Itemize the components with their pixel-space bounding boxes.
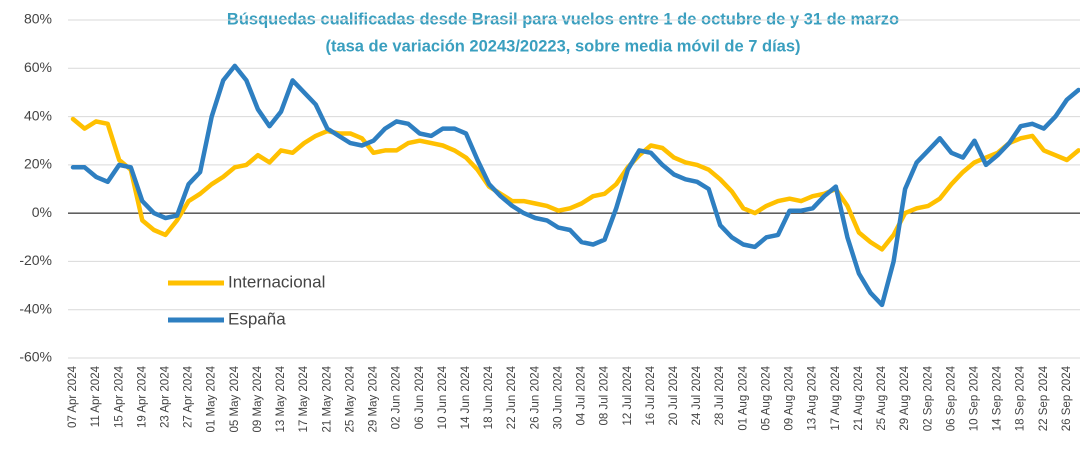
x-tick-label: 10 Sep 2024 [969, 365, 981, 431]
chart-title: Búsquedas cualificadas desde Brasil para… [227, 10, 899, 28]
y-tick-label: 20% [24, 156, 52, 172]
x-tick-label: 14 Sep 2024 [992, 365, 1004, 431]
x-tick-label: 14 Jun 2024 [460, 365, 472, 429]
x-tick-label: 26 Sep 2024 [1061, 365, 1073, 431]
x-tick-label: 25 May 2024 [344, 365, 356, 432]
x-tick-label: 01 May 2024 [206, 365, 218, 432]
x-tick-label: 08 Jul 2024 [599, 365, 611, 425]
x-tick-label: 30 Jun 2024 [552, 365, 564, 429]
series-line [70, 116, 1080, 252]
x-tick-label: 18 Jun 2024 [483, 365, 495, 429]
x-tick-label: 13 Aug 2024 [807, 365, 819, 430]
x-tick-label: 23 Apr 2024 [159, 365, 171, 428]
x-tick-label: 06 Sep 2024 [945, 365, 957, 431]
y-tick-label: 40% [24, 107, 52, 123]
x-tick-label: 21 Aug 2024 [853, 365, 865, 430]
x-tick-label: 27 Apr 2024 [183, 365, 195, 428]
x-tick-label: 01 Aug 2024 [737, 365, 749, 430]
x-tick-label: 09 May 2024 [252, 365, 264, 432]
x-tick-label: 25 Aug 2024 [876, 365, 888, 430]
x-tick-label: 07 Apr 2024 [67, 365, 79, 428]
x-tick-label: 24 Jul 2024 [691, 365, 703, 425]
y-tick-label: -20% [19, 252, 52, 268]
y-tick-label: 0% [32, 204, 52, 220]
x-tick-label: 11 Apr 2024 [90, 365, 102, 427]
x-tick-label: 17 May 2024 [298, 365, 310, 432]
x-tick-label: 02 Sep 2024 [922, 365, 934, 431]
x-tick-label: 19 Apr 2024 [136, 365, 148, 428]
x-tick-label: 05 May 2024 [229, 365, 241, 432]
legend-label: Internacional [228, 272, 325, 291]
x-tick-label: 09 Aug 2024 [784, 365, 796, 430]
series-line [70, 63, 1080, 308]
x-tick-label: 05 Aug 2024 [760, 365, 772, 430]
x-tick-label: 06 Jun 2024 [414, 365, 426, 429]
y-tick-label: 80% [24, 11, 52, 27]
x-tick-label: 28 Jul 2024 [714, 365, 726, 425]
x-tick-label: 02 Jun 2024 [391, 365, 403, 429]
x-tick-label: 10 Jun 2024 [437, 365, 449, 429]
x-tick-label: 16 Jul 2024 [645, 365, 657, 425]
x-tick-label: 13 May 2024 [275, 365, 287, 432]
x-tick-label: 20 Jul 2024 [668, 365, 680, 425]
y-tick-label: 60% [24, 59, 52, 75]
x-tick-label: 18 Sep 2024 [1015, 365, 1027, 431]
x-tick-label: 17 Aug 2024 [830, 365, 842, 430]
x-tick-label: 29 Aug 2024 [899, 365, 911, 430]
y-tick-label: -60% [19, 349, 52, 365]
x-tick-label: 22 Jun 2024 [506, 365, 518, 429]
x-tick-label: 15 Apr 2024 [113, 365, 125, 428]
x-tick-label: 29 May 2024 [368, 365, 380, 432]
x-tick-label: 22 Sep 2024 [1038, 365, 1050, 431]
x-tick-label: 04 Jul 2024 [576, 365, 588, 425]
x-tick-label: 26 Jun 2024 [529, 365, 541, 429]
chart-subtitle: (tasa de variación 20243/20223, sobre me… [325, 37, 800, 55]
x-tick-label: 21 May 2024 [321, 365, 333, 432]
x-tick-label: 12 Jul 2024 [622, 365, 634, 425]
y-tick-label: -40% [19, 300, 52, 316]
legend-label: España [228, 309, 286, 328]
